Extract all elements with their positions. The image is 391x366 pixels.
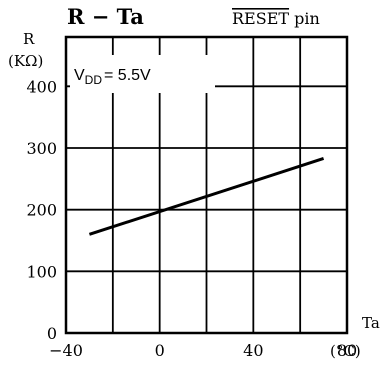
series-line [88, 157, 325, 236]
y-tick-label: 100 [26, 262, 57, 281]
vdd-annotation: VDD = 5.5V [70, 55, 215, 93]
y-tick-label: 400 [26, 77, 57, 96]
pin-name: RESET [232, 9, 289, 28]
pin-suffix: pin [289, 9, 320, 28]
x-tick-label: 80 [337, 341, 357, 360]
pin-subtitle: RESET pin [232, 9, 320, 28]
y-tick-label: 300 [26, 139, 57, 158]
series-lines [88, 157, 325, 236]
vdd-prefix: V [74, 67, 85, 84]
x-tick-label: 40 [243, 341, 263, 360]
x-tick-label: −40 [49, 341, 83, 360]
x-axis-label: Ta [362, 314, 380, 332]
x-axis-unit: (°C) [330, 342, 361, 360]
y-tick-label: 200 [26, 201, 57, 220]
y-axis-label: R [23, 30, 35, 48]
chart-title: R − Ta [67, 4, 144, 29]
y-tick-label: 0 [47, 324, 57, 343]
plot-frame [64, 35, 349, 335]
svg-text:VDD= 5.5V: VDD = 5.5V [74, 67, 151, 87]
vdd-value: = 5.5V [104, 67, 151, 84]
y-axis-unit: (KΩ) [8, 52, 43, 70]
vdd-subscript: DD [85, 73, 103, 87]
x-tick-label: 0 [155, 341, 165, 360]
